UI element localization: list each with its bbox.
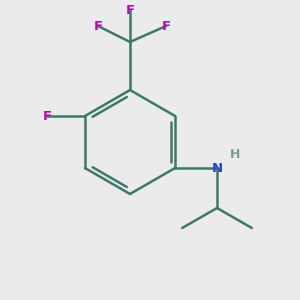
Text: N: N xyxy=(212,161,223,175)
Text: F: F xyxy=(42,110,52,122)
Text: F: F xyxy=(161,20,171,32)
Text: F: F xyxy=(125,4,135,16)
Text: H: H xyxy=(230,148,240,160)
Text: F: F xyxy=(93,20,103,32)
